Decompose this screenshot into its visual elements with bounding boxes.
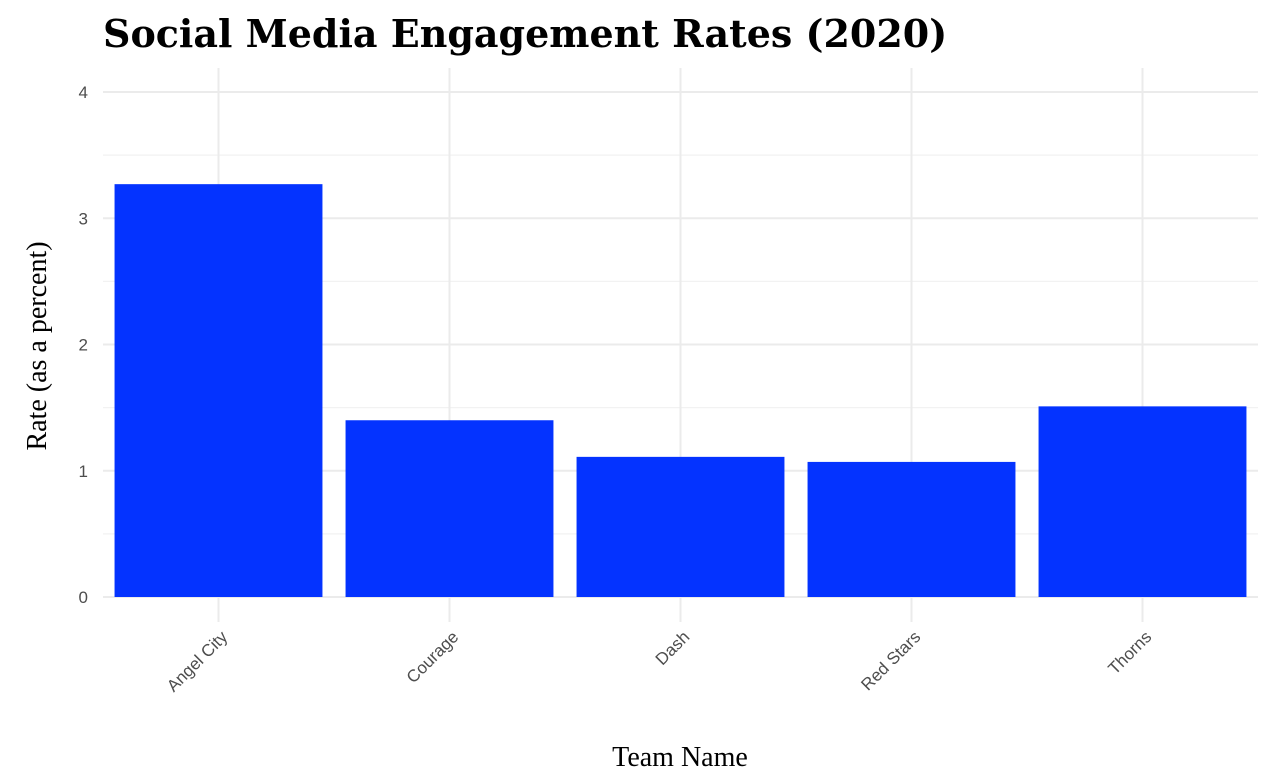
x-tick-label: Thorns: [1104, 627, 1155, 678]
y-axis-title: Rate (as a percent): [22, 241, 53, 450]
bar-angel-city: [114, 184, 323, 597]
y-tick-label: 0: [79, 588, 88, 607]
y-axis-ticks: 0 1 2 3 4: [79, 83, 88, 607]
x-axis-title: Team Name: [612, 742, 748, 773]
bars: [114, 184, 1247, 597]
bar-dash: [576, 456, 785, 597]
y-tick-label: 1: [79, 462, 88, 481]
y-tick-label: 3: [79, 209, 88, 228]
bar-red-stars: [807, 461, 1016, 597]
y-tick-label: 4: [79, 83, 88, 102]
x-tick-label: Red Stars: [857, 627, 924, 694]
x-tick-label: Courage: [403, 627, 463, 687]
y-tick-label: 2: [79, 336, 88, 355]
chart-title: Social Media Engagement Rates (2020): [103, 11, 947, 56]
x-tick-label: Angel City: [163, 627, 232, 696]
x-tick-label: Dash: [652, 627, 693, 668]
x-axis-ticks: Angel City Courage Dash Red Stars Thorns: [163, 627, 1155, 696]
bar-thorns: [1038, 406, 1247, 597]
bar-courage: [345, 420, 554, 597]
